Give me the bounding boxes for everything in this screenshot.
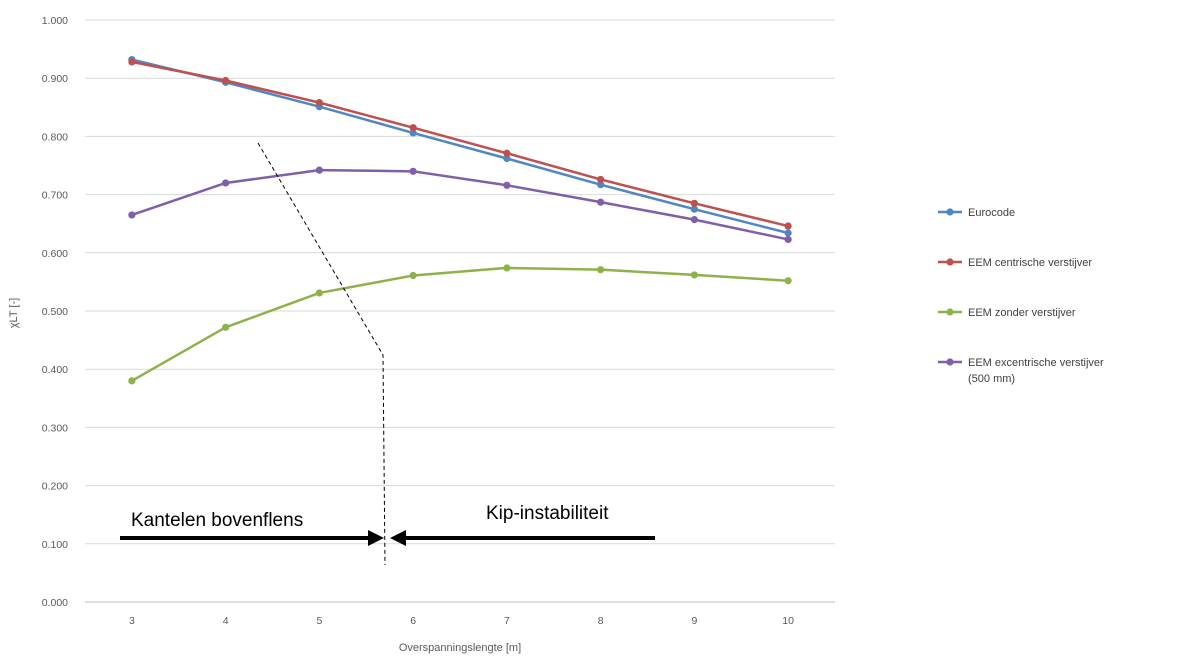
data-point xyxy=(785,277,792,284)
y-tick-label: 0.900 xyxy=(42,73,68,85)
data-point xyxy=(316,289,323,296)
data-point xyxy=(503,182,510,189)
x-tick-label: 9 xyxy=(691,615,697,627)
legend-label: EEM excentrische verstijver (500 mm) xyxy=(968,357,1104,385)
series-group xyxy=(128,56,791,384)
legend-swatch-marker xyxy=(946,308,953,315)
annotation-right-label: Kip-instabiliteit xyxy=(486,503,609,524)
y-tick-label: 0.600 xyxy=(42,248,68,260)
y-tick-label: 0.800 xyxy=(42,131,68,143)
data-point xyxy=(503,150,510,157)
data-point xyxy=(316,167,323,174)
data-point xyxy=(128,377,135,384)
data-point xyxy=(691,200,698,207)
y-tick-label: 0.000 xyxy=(42,597,68,609)
x-tick-label: 4 xyxy=(223,615,229,627)
legend-swatch-marker xyxy=(946,258,953,265)
data-point xyxy=(316,99,323,106)
y-tick-labels: 0.000 0.100 0.200 0.300 0.400 0.500 0.600 0.700… xyxy=(42,15,68,609)
legend-label: EEM centrische verstijver xyxy=(968,257,1092,269)
y-tick-label: 0.100 xyxy=(42,539,68,551)
data-point xyxy=(128,211,135,218)
annotation-left-label: Kantelen bovenflens xyxy=(131,510,303,531)
x-tick-label: 10 xyxy=(782,615,794,627)
legend-label: EEM zonder verstijver xyxy=(968,307,1076,319)
data-point xyxy=(785,222,792,229)
regime-boundary-line xyxy=(258,143,385,565)
data-point xyxy=(691,216,698,223)
data-point xyxy=(597,199,604,206)
x-tick-label: 7 xyxy=(504,615,510,627)
data-point xyxy=(410,168,417,175)
data-point xyxy=(222,324,229,331)
legend: Eurocode EEM centrische verstijver EEM zon… xyxy=(938,207,1104,385)
y-tick-label: 0.400 xyxy=(42,364,68,376)
data-point xyxy=(410,124,417,131)
data-point xyxy=(597,266,604,273)
x-tick-label: 8 xyxy=(598,615,604,627)
series-line xyxy=(132,60,788,233)
data-point xyxy=(222,179,229,186)
data-point xyxy=(785,229,792,236)
data-point xyxy=(503,264,510,271)
y-tick-label: 0.300 xyxy=(42,422,68,434)
data-point xyxy=(222,77,229,84)
x-axis-title: Overspanningslengte [m] xyxy=(399,642,521,654)
y-axis-title: χLT [-] xyxy=(8,298,20,328)
series-line xyxy=(132,170,788,239)
y-tick-label: 0.700 xyxy=(42,190,68,202)
y-tick-label: 0.200 xyxy=(42,481,68,493)
legend-swatch-marker xyxy=(946,358,953,365)
legend-swatch-marker xyxy=(946,208,953,215)
series-line xyxy=(132,268,788,381)
x-tick-labels: 3 4 5 6 7 8 9 10 xyxy=(129,615,794,627)
x-tick-label: 6 xyxy=(410,615,416,627)
y-tick-label: 1.000 xyxy=(42,15,68,27)
data-point xyxy=(785,236,792,243)
series-line xyxy=(132,62,788,226)
y-tick-label: 0.500 xyxy=(42,306,68,318)
data-point xyxy=(597,176,604,183)
x-tick-label: 5 xyxy=(316,615,322,627)
data-point xyxy=(691,271,698,278)
legend-label: Eurocode xyxy=(968,207,1015,219)
x-tick-label: 3 xyxy=(129,615,135,627)
data-point xyxy=(128,58,135,65)
data-point xyxy=(410,272,417,279)
